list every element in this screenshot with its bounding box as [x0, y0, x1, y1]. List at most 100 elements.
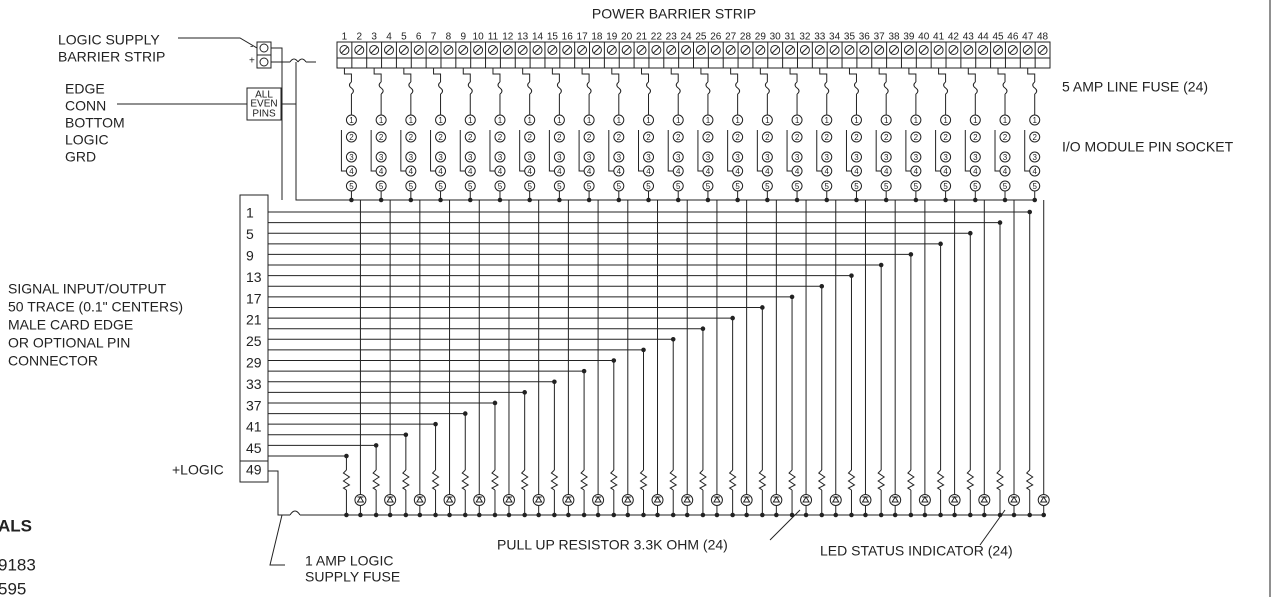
led [413, 494, 426, 506]
terminal-number: 14 [532, 32, 544, 43]
cut-text: ALS [0, 516, 32, 535]
socket-pin [702, 151, 714, 163]
resistor [639, 469, 648, 491]
socket-number: 5 [943, 182, 948, 191]
led [502, 494, 515, 506]
terminal-number: 19 [606, 32, 618, 43]
socket-number: 5 [646, 182, 651, 191]
wire [908, 68, 917, 115]
socket-pin [583, 114, 595, 126]
socket-pin [850, 114, 862, 126]
socket-number: 1 [943, 116, 948, 125]
socket-number: 2 [646, 133, 651, 142]
socket-pin [405, 114, 417, 126]
led-symbol [445, 496, 454, 503]
led [710, 494, 723, 506]
screw-slot [341, 46, 348, 54]
socket-number: 2 [943, 133, 948, 142]
resistor [996, 469, 1005, 491]
socket-number: 4 [379, 167, 384, 176]
socket-pin [464, 151, 476, 163]
wire [641, 68, 650, 115]
socket-number: 2 [409, 133, 414, 142]
terminal-number: 30 [770, 32, 782, 43]
terminal-number: 33 [814, 32, 826, 43]
terminal-number: 23 [666, 32, 678, 43]
junction [616, 197, 622, 203]
screw [903, 45, 914, 55]
wire [581, 68, 590, 115]
socket-number: 5 [468, 182, 473, 191]
socket-number: 5 [765, 182, 770, 191]
socket-number: 1 [349, 116, 354, 125]
terminal-number: 41 [933, 32, 945, 43]
connector [239, 194, 269, 483]
junction [997, 512, 1003, 518]
led [532, 494, 545, 506]
wire [522, 68, 531, 115]
socket-number: 4 [1032, 167, 1037, 176]
screw-slot [430, 46, 437, 54]
fuse [378, 81, 384, 95]
screw [814, 45, 825, 55]
screw-slot [742, 46, 749, 54]
pointer [769, 509, 801, 541]
fuse [853, 81, 859, 95]
junction [358, 512, 363, 518]
fuse [943, 81, 949, 95]
junction [908, 512, 914, 518]
terminal-number: 46 [1007, 32, 1019, 43]
wire [281, 62, 1035, 201]
led [473, 494, 486, 506]
socket-pin [613, 151, 625, 163]
junction [581, 512, 587, 518]
resistor [461, 469, 470, 491]
socket-number: 5 [973, 182, 978, 191]
title: POWER BARRIER STRIP [592, 6, 756, 22]
led-symbol [386, 496, 395, 503]
fuse [794, 81, 800, 95]
junction [714, 512, 720, 518]
socket-number: 2 [884, 133, 889, 142]
led [651, 494, 664, 506]
resistor [609, 469, 618, 491]
screw-slot [697, 46, 705, 54]
pin-number: 49 [246, 462, 262, 478]
screw [799, 45, 810, 55]
socket-pin [375, 151, 387, 163]
terminal-number: 45 [992, 32, 1004, 43]
socket-number: 2 [617, 133, 622, 142]
junction [417, 512, 423, 518]
label: SUPPLY FUSE [305, 569, 400, 585]
screw-slot [549, 46, 556, 54]
socket-number: 2 [438, 133, 443, 142]
screw-slot [474, 46, 482, 54]
junction [735, 197, 740, 203]
terminal-number: 29 [755, 32, 767, 43]
screw-slot [563, 46, 571, 54]
screw-slot [415, 46, 423, 54]
screw-slot [890, 46, 898, 54]
socket-number: 3 [854, 153, 859, 162]
junction [684, 512, 690, 518]
screw-slot [964, 46, 972, 54]
socket-pin [702, 131, 714, 143]
terminal-number: 32 [799, 32, 811, 43]
socket-number: 1 [765, 116, 770, 125]
led [770, 494, 783, 506]
screw [369, 45, 380, 55]
screw [339, 45, 350, 55]
socket-number: 3 [409, 153, 414, 162]
socket-pin [553, 114, 565, 126]
pin-number: 37 [246, 397, 262, 413]
junction [675, 197, 681, 203]
resistor [788, 469, 797, 491]
socket-pin [345, 131, 357, 143]
screw-slot [1009, 46, 1017, 54]
socket-number: 4 [943, 167, 948, 176]
socket-number: 4 [438, 167, 443, 176]
screw [1022, 45, 1033, 55]
socket-number: 5 [825, 182, 830, 191]
wire [343, 68, 352, 115]
fuse [1032, 81, 1038, 95]
